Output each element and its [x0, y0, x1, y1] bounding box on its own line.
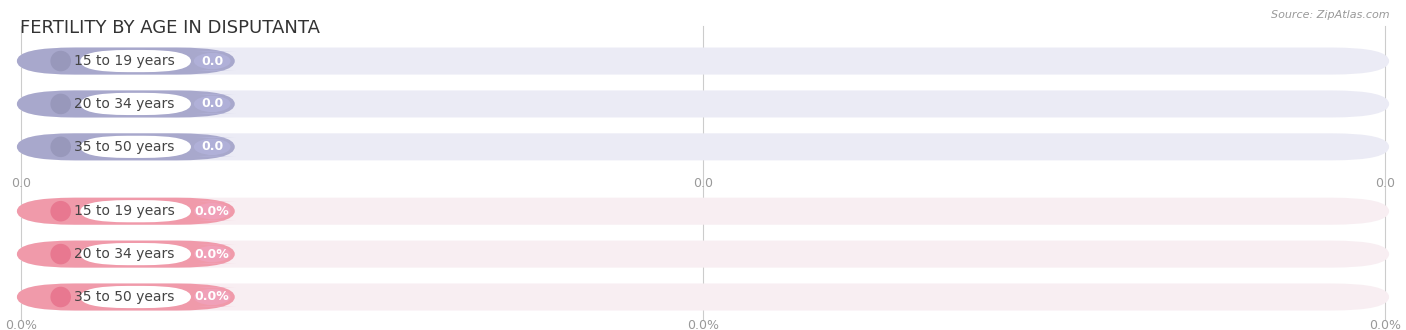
- Text: 35 to 50 years: 35 to 50 years: [75, 140, 174, 154]
- FancyBboxPatch shape: [188, 244, 235, 264]
- FancyBboxPatch shape: [80, 200, 191, 222]
- Text: 0.0: 0.0: [693, 177, 713, 190]
- FancyBboxPatch shape: [80, 243, 191, 265]
- Ellipse shape: [51, 201, 70, 221]
- Text: 35 to 50 years: 35 to 50 years: [75, 290, 174, 304]
- Text: 20 to 34 years: 20 to 34 years: [75, 97, 174, 111]
- FancyBboxPatch shape: [188, 51, 235, 71]
- Text: 0.0%: 0.0%: [1369, 318, 1400, 330]
- FancyBboxPatch shape: [188, 287, 235, 307]
- Text: FERTILITY BY AGE IN DISPUTANTA: FERTILITY BY AGE IN DISPUTANTA: [20, 19, 319, 37]
- Text: 15 to 19 years: 15 to 19 years: [75, 54, 174, 68]
- Text: 15 to 19 years: 15 to 19 years: [75, 204, 174, 218]
- Text: Source: ZipAtlas.com: Source: ZipAtlas.com: [1271, 10, 1389, 20]
- Text: 0.0%: 0.0%: [6, 318, 37, 330]
- Ellipse shape: [51, 94, 70, 114]
- FancyBboxPatch shape: [17, 241, 1389, 268]
- Ellipse shape: [51, 287, 70, 307]
- FancyBboxPatch shape: [17, 133, 235, 160]
- Text: 0.0: 0.0: [201, 97, 224, 111]
- FancyBboxPatch shape: [17, 90, 235, 117]
- Text: 0.0%: 0.0%: [195, 290, 229, 304]
- Text: 0.0: 0.0: [201, 54, 224, 68]
- FancyBboxPatch shape: [188, 201, 235, 221]
- FancyBboxPatch shape: [17, 198, 235, 225]
- FancyBboxPatch shape: [188, 137, 235, 157]
- FancyBboxPatch shape: [188, 94, 235, 114]
- FancyBboxPatch shape: [17, 48, 1389, 75]
- Text: 0.0: 0.0: [201, 140, 224, 153]
- Text: 0.0%: 0.0%: [195, 205, 229, 218]
- FancyBboxPatch shape: [17, 48, 235, 75]
- Text: 0.0: 0.0: [1375, 177, 1395, 190]
- FancyBboxPatch shape: [80, 93, 191, 115]
- Text: 0.0%: 0.0%: [195, 248, 229, 261]
- FancyBboxPatch shape: [17, 198, 1389, 225]
- FancyBboxPatch shape: [17, 241, 235, 268]
- FancyBboxPatch shape: [17, 90, 1389, 117]
- FancyBboxPatch shape: [17, 133, 1389, 160]
- Ellipse shape: [51, 137, 70, 157]
- FancyBboxPatch shape: [17, 283, 235, 311]
- Text: 20 to 34 years: 20 to 34 years: [75, 247, 174, 261]
- FancyBboxPatch shape: [17, 283, 1389, 311]
- Ellipse shape: [51, 244, 70, 264]
- Text: 0.0: 0.0: [11, 177, 31, 190]
- Ellipse shape: [51, 51, 70, 71]
- FancyBboxPatch shape: [80, 50, 191, 72]
- FancyBboxPatch shape: [80, 286, 191, 308]
- Text: 0.0%: 0.0%: [688, 318, 718, 330]
- FancyBboxPatch shape: [80, 136, 191, 158]
